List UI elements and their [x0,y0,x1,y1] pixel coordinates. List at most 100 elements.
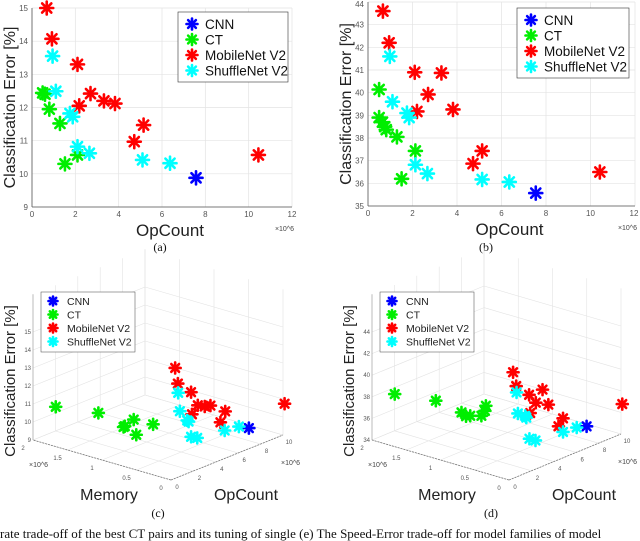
marker-mobilenet-v2-stroke [523,389,535,401]
chart-c: 9 10 11 12 13 14 15 0 0.5 1 1.5 2 0 2 4 6 8 10 ×10^6 ×10^6 M… [2,249,300,520]
marker-ct-stroke [430,395,442,406]
legend-marker-mobilenet-v2-stroke [186,49,198,61]
marker-shufflenet-v2-stroke [571,422,582,433]
marker-shufflenet-v2-stroke [46,50,59,62]
marker-mobilenet-v2-stroke [279,398,290,409]
marker-shufflenet-v2-stroke [383,50,396,63]
x-tick-label: 0 [366,209,371,218]
opcount-tick-label: 4 [220,467,224,473]
marker-shufflenet-v2-stroke [219,425,230,436]
marker-mobilenet-v2 [171,376,185,391]
marker-ct [371,81,387,98]
marker-mobilenet-v2 [218,404,233,419]
x-tick-label: 2 [410,209,415,218]
memory-multiplier: ×10^6 [368,462,387,469]
marker-mobilenet-v2 [250,147,267,163]
marker-mobilenet-v2 [381,34,397,51]
legend-label: CT [205,33,223,48]
marker-mobilenet-v2-stroke [137,119,150,131]
marker-mobilenet-v2 [69,56,86,73]
marker-shufflenet-v2-stroke [192,432,203,444]
y-tick-label: 39 [355,111,364,120]
legend-marker-shufflenet-v2-stroke [186,65,198,76]
y-tick-label: 35 [355,202,364,211]
marker-mobilenet-v2 [433,65,450,81]
opcount-tick-label: 8 [265,449,269,455]
marker-ct-stroke [71,149,84,161]
x-tick-label: 8 [203,210,208,219]
opcount-tick-label: 4 [558,467,562,473]
legend-marker-shufflenet-v2 [185,63,199,78]
marker-ct [393,171,410,187]
legend-label: ShuffleNet V2 [544,60,627,75]
marker-ct [91,406,106,420]
legend-label: CT [544,29,562,44]
wall-gridline [32,376,146,423]
legend-label: CNN [205,17,234,32]
wall-gridline [144,376,284,418]
x-axis-label: OpCount [475,220,543,239]
x-tick-label: 12 [288,210,297,219]
marker-ct [41,101,58,117]
wall-gridline [483,393,622,435]
marker-shufflenet-v2 [171,386,185,400]
marker-mobilenet-v2-stroke [447,103,459,116]
legend-label: CT [67,310,82,322]
memory-axis-label: Memory [80,487,138,504]
marker-shufflenet-v2 [44,48,61,64]
marker-shufflenet-v2-stroke [503,176,516,188]
opcount-tick-label: 0 [175,485,179,491]
marker-shufflenet-v2 [134,152,151,168]
legend-marker-cnn-stroke [186,18,198,30]
floor-gridline [406,403,519,451]
legend-label: MobileNet V2 [205,48,286,63]
x-tick-label: 4 [116,210,121,219]
marker-shufflenet-v2 [519,410,534,425]
x-tick-label: 6 [160,210,165,219]
marker-mobilenet-v2 [522,388,536,402]
legend-marker-mobilenet-v2 [185,48,199,62]
marker-mobilenet-v2-stroke [109,97,121,110]
marker-mobilenet-v2-stroke [98,94,110,107]
marker-ct-stroke [43,103,56,116]
legend-label: ShuffleNet V2 [406,337,471,349]
marker-shufflenet-v2 [181,414,196,429]
marker-shufflenet-v2-stroke [476,173,489,186]
marker-ct-stroke [50,401,61,412]
floor-gridline [440,413,553,461]
marker-shufflenet-v2-stroke [511,387,522,398]
marker-shufflenet-v2-stroke [164,157,176,170]
marker-shufflenet-v2-stroke [557,426,569,438]
marker-mobilenet-v2-stroke [377,5,389,17]
wall-gridline [144,394,284,436]
memory-tick-label: 1.5 [392,456,401,462]
marker-mobilenet-v2-stroke [169,362,181,374]
marker-shufflenet-v2-stroke [71,140,84,153]
marker-mobilenet-v2-stroke [73,99,86,112]
floor-gridline [136,424,249,471]
marker-shufflenet-v2 [419,165,436,182]
marker-mobilenet-v2 [82,85,99,102]
z-tick-label: 36 [363,416,370,422]
legend-marker-cnn [47,295,59,307]
marker-mobilenet-v2 [615,397,630,411]
marker-shufflenet-v2 [474,171,490,188]
z-tick-label: 44 [363,330,370,336]
marker-mobilenet-v2 [556,411,570,426]
marker-mobilenet-v2 [529,395,543,410]
wall-gridline [371,350,485,398]
marker-cnn-stroke [243,422,255,434]
memory-tick-label: 1 [90,466,94,472]
marker-mobilenet-v2-stroke [71,58,84,71]
legend-marker-mobilenet-v2 [524,44,538,58]
opcount-axis [170,434,284,481]
marker-cnn [527,185,544,201]
memory-tick-label: 2 [21,446,25,452]
marker-mobilenet-v2 [38,0,55,16]
marker-ct-stroke [93,407,104,419]
marker-ct [57,156,73,172]
marker-shufflenet-v2 [173,404,187,419]
